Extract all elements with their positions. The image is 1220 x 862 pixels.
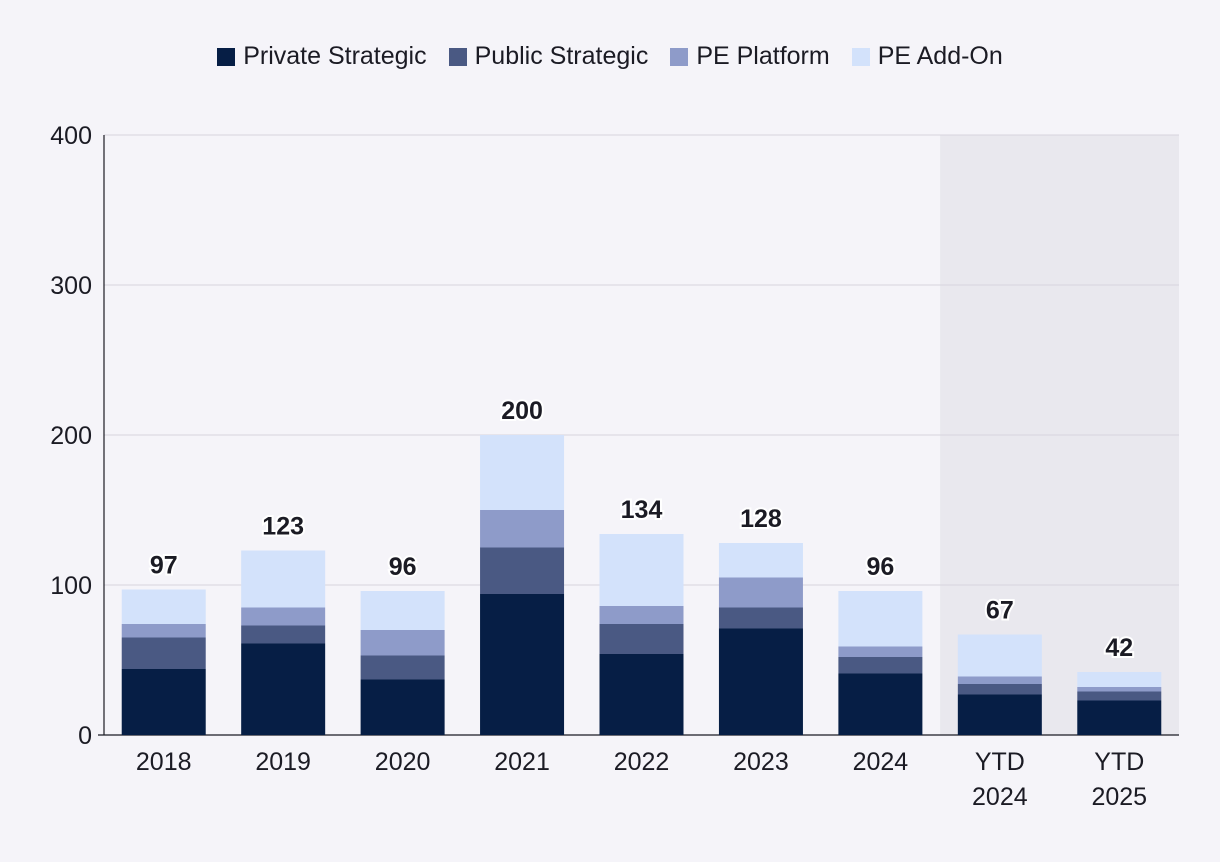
bar-segment-private-strategic — [718, 628, 803, 735]
bar-segment-pe-add-on — [838, 591, 923, 647]
x-tick-label: 2022 — [614, 748, 670, 776]
bar-segment-pe-add-on — [480, 435, 565, 510]
bar-segment-public-strategic — [957, 684, 1042, 695]
legend-swatch-pe-platform — [670, 47, 689, 66]
bar-segment-public-strategic — [838, 657, 923, 674]
bar-segment-private-strategic — [957, 694, 1042, 735]
legend-item-pe-add-on[interactable]: PE Add-On — [851, 42, 1003, 71]
legend-item-private-strategic[interactable]: Private Strategic — [217, 42, 427, 71]
bar-segment-public-strategic — [241, 625, 326, 644]
bar-segment-public-strategic — [1077, 691, 1162, 701]
bar-segment-private-strategic — [241, 643, 326, 735]
bar-segment-pe-add-on — [360, 591, 445, 630]
y-tick-label: 100 — [50, 572, 92, 600]
bar-segment-pe-add-on — [241, 550, 326, 608]
x-tick-label: 2020 — [375, 748, 431, 776]
bar-segment-private-strategic — [1077, 700, 1162, 735]
bar-segment-public-strategic — [599, 624, 684, 654]
legend-label-pe-platform: PE Platform — [696, 42, 830, 70]
bar-segment-public-strategic — [718, 607, 803, 629]
bar-segment-pe-platform — [599, 606, 684, 624]
x-tick-label: 2023 — [733, 748, 789, 776]
bar-total-label: 97 — [150, 552, 178, 580]
bar-segment-pe-platform — [241, 607, 326, 626]
bar-segment-private-strategic — [121, 669, 206, 735]
y-tick-label: 300 — [50, 272, 92, 300]
bar-total-label: 96 — [866, 553, 894, 581]
bar-segment-pe-add-on — [718, 543, 803, 578]
legend-swatch-public-strategic — [448, 47, 467, 66]
bar-total-label: 128 — [740, 505, 782, 533]
y-tick-label: 200 — [50, 422, 92, 450]
x-tick-label: 2021 — [494, 748, 550, 776]
bar-segment-pe-platform — [718, 577, 803, 608]
x-tick-label: 2019 — [255, 748, 311, 776]
bar-segment-private-strategic — [360, 679, 445, 735]
bar-segment-public-strategic — [121, 637, 206, 669]
legend: Private Strategic Public Strategic PE Pl… — [0, 42, 1220, 71]
x-tick-label: 2024 — [853, 748, 909, 776]
bar-total-label: 134 — [621, 496, 663, 524]
x-tick-label: YTD — [1094, 748, 1144, 776]
x-tick-label: 2024 — [972, 783, 1028, 811]
bar-segment-pe-platform — [1077, 687, 1162, 692]
legend-item-public-strategic[interactable]: Public Strategic — [448, 42, 649, 71]
bar-segment-private-strategic — [599, 654, 684, 735]
x-tick-label: 2018 — [136, 748, 192, 776]
bar-total-label: 200 — [501, 397, 543, 425]
legend-label-pe-add-on: PE Add-On — [877, 42, 1003, 70]
bar-segment-private-strategic — [480, 594, 565, 735]
bar-segment-private-strategic — [838, 673, 923, 735]
bar-total-label: 67 — [986, 597, 1014, 625]
legend-label-private-strategic: Private Strategic — [243, 42, 427, 70]
bar-segment-pe-add-on — [599, 534, 684, 606]
x-tick-label: 2025 — [1091, 783, 1147, 811]
bar-total-label: 96 — [389, 553, 417, 581]
x-tick-label: YTD — [975, 748, 1025, 776]
bar-segment-pe-platform — [121, 624, 206, 638]
bar-segment-pe-platform — [957, 676, 1042, 684]
legend-label-public-strategic: Public Strategic — [474, 42, 649, 70]
bar-total-label: 42 — [1105, 634, 1133, 662]
y-tick-label: 0 — [78, 722, 92, 750]
y-tick-label: 400 — [50, 122, 92, 150]
bar-segment-pe-platform — [838, 646, 923, 657]
bar-segment-pe-add-on — [121, 589, 206, 624]
legend-swatch-pe-add-on — [851, 47, 870, 66]
legend-swatch-private-strategic — [217, 47, 236, 66]
bar-segment-public-strategic — [480, 547, 565, 594]
bar-segment-pe-platform — [360, 630, 445, 656]
bar-segment-public-strategic — [360, 655, 445, 680]
bar-segment-pe-add-on — [1077, 672, 1162, 687]
bar-total-label: 123 — [262, 513, 304, 541]
bar-segment-pe-add-on — [957, 634, 1042, 677]
legend-item-pe-platform[interactable]: PE Platform — [670, 42, 830, 71]
bar-segment-pe-platform — [480, 510, 565, 548]
